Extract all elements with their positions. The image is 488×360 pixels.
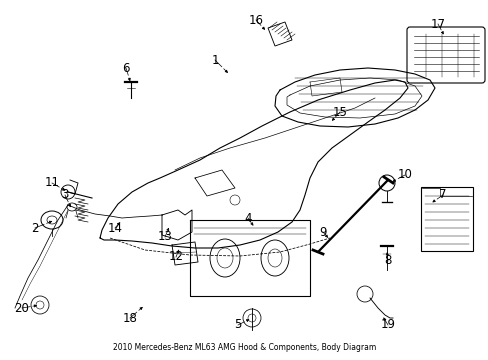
Text: 7: 7 xyxy=(438,189,446,202)
Text: 5: 5 xyxy=(234,319,241,332)
Text: 6: 6 xyxy=(122,62,129,75)
Text: 2010 Mercedes-Benz ML63 AMG Hood & Components, Body Diagram: 2010 Mercedes-Benz ML63 AMG Hood & Compo… xyxy=(113,343,375,352)
Text: 19: 19 xyxy=(380,319,395,332)
Text: 2: 2 xyxy=(31,221,39,234)
Text: 17: 17 xyxy=(429,18,445,31)
Text: 13: 13 xyxy=(157,230,172,243)
FancyBboxPatch shape xyxy=(406,27,484,83)
Text: 12: 12 xyxy=(168,251,183,264)
Text: 11: 11 xyxy=(44,176,60,189)
FancyBboxPatch shape xyxy=(420,187,472,251)
Text: 3: 3 xyxy=(61,189,68,202)
Text: 10: 10 xyxy=(397,168,411,181)
Text: 14: 14 xyxy=(107,221,122,234)
Text: 8: 8 xyxy=(384,255,391,267)
Text: 1: 1 xyxy=(211,54,218,67)
Polygon shape xyxy=(267,22,291,46)
Text: 16: 16 xyxy=(248,13,263,27)
Text: 9: 9 xyxy=(319,225,326,238)
Text: 4: 4 xyxy=(244,211,251,225)
Text: 15: 15 xyxy=(332,105,347,118)
Text: 18: 18 xyxy=(122,311,137,324)
Text: 20: 20 xyxy=(15,302,29,315)
